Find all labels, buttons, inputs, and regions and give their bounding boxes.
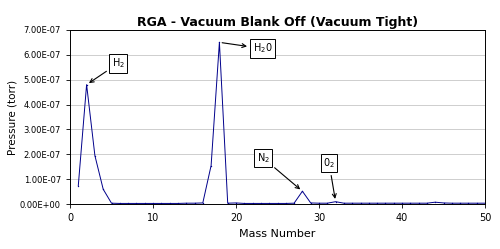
Text: H$_2$: H$_2$	[90, 57, 124, 82]
X-axis label: Mass Number: Mass Number	[240, 229, 316, 239]
Title: RGA - Vacuum Blank Off (Vacuum Tight): RGA - Vacuum Blank Off (Vacuum Tight)	[137, 16, 418, 29]
Text: N$_2$: N$_2$	[257, 151, 300, 189]
Y-axis label: Pressure (torr): Pressure (torr)	[7, 79, 17, 155]
Text: 0$_2$: 0$_2$	[323, 156, 336, 198]
Text: H$_2$0: H$_2$0	[222, 42, 272, 56]
